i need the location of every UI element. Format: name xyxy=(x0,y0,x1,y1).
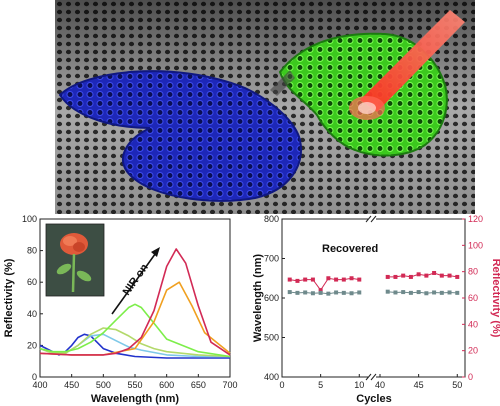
reflectivity-point xyxy=(432,270,437,275)
reflectivity-point xyxy=(401,273,406,278)
x-tick-label: 50 xyxy=(452,380,462,390)
reflectivity-point xyxy=(334,277,339,282)
left-y-tick-label: 400 xyxy=(264,372,279,382)
reflectivity-point xyxy=(447,273,452,278)
x-axis-label: Wavelength (nm) xyxy=(91,393,180,405)
x-tick-label: 600 xyxy=(159,380,174,390)
reflectivity-point xyxy=(310,277,315,282)
wavelength-line xyxy=(387,291,458,294)
y-tick-label: 20 xyxy=(27,340,37,350)
wavelength-point xyxy=(326,291,331,296)
x-tick-label: 400 xyxy=(32,380,47,390)
left-y-tick-label: 800 xyxy=(264,214,279,224)
x-tick-label: 500 xyxy=(96,380,111,390)
right-y-tick-label: 80 xyxy=(468,267,478,277)
axis-break-bottom xyxy=(365,373,377,381)
wavelength-point xyxy=(341,290,346,295)
reflectivity-point xyxy=(295,278,300,283)
reflectivity-point xyxy=(424,273,429,278)
rose-photo-inset xyxy=(45,223,105,297)
right-y-tick-label: 120 xyxy=(468,214,483,224)
left-y-tick-label: 600 xyxy=(264,293,279,303)
y-tick-label: 80 xyxy=(27,246,37,256)
right-y-axis-label: Reflectivity (%) xyxy=(490,259,500,338)
right-y-tick-label: 60 xyxy=(468,293,478,303)
wavelength-point xyxy=(393,290,398,295)
reflectivity-point xyxy=(318,288,323,293)
wavelength-point xyxy=(416,290,421,295)
left-y-axis-label: Wavelength (nm) xyxy=(252,254,264,343)
x-tick-label: 40 xyxy=(375,380,385,390)
wavelength-point xyxy=(310,291,315,296)
x-tick-label: 650 xyxy=(191,380,206,390)
x-axis-label: Cycles xyxy=(356,393,391,405)
left-y-tick-label: 700 xyxy=(264,254,279,264)
y-tick-label: 100 xyxy=(22,214,37,224)
wavelength-point xyxy=(432,290,437,295)
wavelength-point xyxy=(408,290,413,295)
reflectivity-point xyxy=(439,273,444,278)
reflectivity-point xyxy=(349,276,354,281)
x-tick-label: 45 xyxy=(414,380,424,390)
wavelength-point xyxy=(439,290,444,295)
y-tick-label: 0 xyxy=(32,372,37,382)
plot-area xyxy=(281,218,466,378)
spectrum-line-4 xyxy=(39,303,231,358)
reflectivity-line xyxy=(387,272,458,278)
axis-break-top xyxy=(365,215,377,223)
reflectivity-point xyxy=(416,272,421,277)
reflectivity-point xyxy=(341,277,346,282)
wavelength-point xyxy=(303,290,308,295)
wavelength-point xyxy=(401,290,406,295)
left-y-tick-label: 500 xyxy=(264,333,279,343)
nir-laser-beam xyxy=(360,10,465,112)
x-tick-label: 700 xyxy=(222,380,237,390)
reflectivity-point xyxy=(385,274,390,279)
wavelength-point xyxy=(295,290,300,295)
recovered-label: Recovered xyxy=(322,243,378,255)
wavelength-point xyxy=(385,289,390,294)
reflectivity-point xyxy=(303,277,308,282)
reflectivity-point xyxy=(326,276,331,281)
reflectivity-point xyxy=(357,277,362,282)
reflectivity-point xyxy=(408,274,413,279)
wavelength-point xyxy=(357,290,362,295)
wavelength-point xyxy=(447,290,452,295)
blue-wing xyxy=(58,70,302,202)
y-tick-label: 40 xyxy=(27,309,37,319)
x-tick-label: 550 xyxy=(127,380,142,390)
cycling-stability-chart: 0 5 10 40 45 50 400 500 600 700 800 0 20 40 60 80 100 120… xyxy=(252,214,500,405)
reflectivity-point xyxy=(393,274,398,279)
reflectivity-point xyxy=(455,274,460,279)
spectrum-line-3 xyxy=(39,327,231,358)
wavelength-point xyxy=(424,291,429,296)
wavelength-point xyxy=(318,290,323,295)
spectrum-line-6 xyxy=(39,248,231,356)
right-y-tick-label: 0 xyxy=(468,372,473,382)
x-tick-label: 0 xyxy=(279,380,284,390)
reflectivity-point xyxy=(287,277,292,282)
wavelength-point xyxy=(287,290,292,295)
x-tick-label: 10 xyxy=(354,380,364,390)
right-y-tick-label: 100 xyxy=(468,240,483,250)
wavelength-point xyxy=(349,291,354,296)
right-y-tick-label: 20 xyxy=(468,346,478,356)
y-tick-label: 60 xyxy=(27,277,37,287)
nir-on-arrow xyxy=(111,249,159,315)
wavelength-point xyxy=(334,290,339,295)
wavelength-point xyxy=(455,290,460,295)
butterfly-illustration xyxy=(55,0,475,214)
reflectivity-line xyxy=(289,277,360,291)
x-tick-label: 5 xyxy=(318,380,323,390)
y-axis-label: Reflectivity (%) xyxy=(3,258,15,337)
x-tick-label: 450 xyxy=(64,380,79,390)
wavelength-line xyxy=(289,291,360,295)
right-y-tick-label: 40 xyxy=(468,319,478,329)
